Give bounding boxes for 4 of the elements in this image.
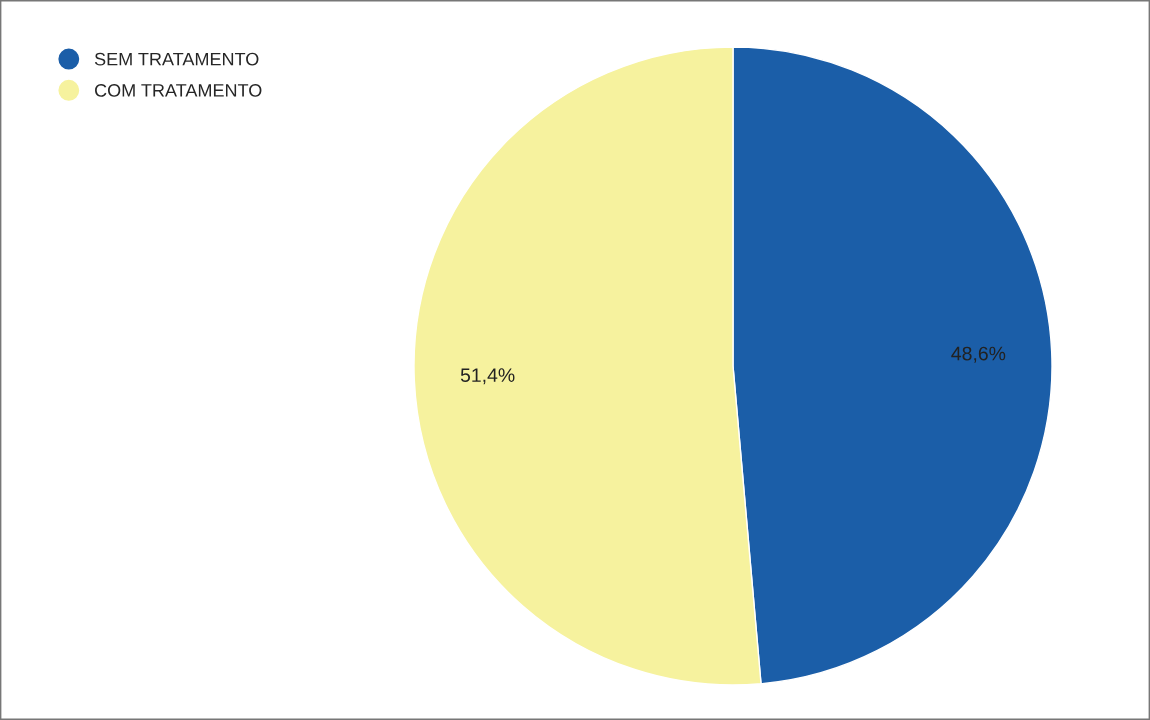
legend-label: COM TRATAMENTO [95,84,262,97]
data-label: 48,6% [951,346,1006,363]
legend-label: SEM TRATAMENTO [94,52,259,66]
data-label: 51,4% [460,368,515,385]
